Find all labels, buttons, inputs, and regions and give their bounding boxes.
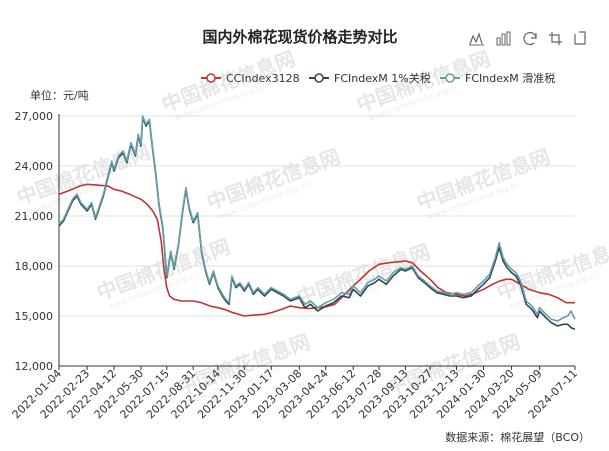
x-axis: 2022-01-042022-02-232022-04-122022-05-30… [10,365,580,421]
series-line-2 [58,115,576,322]
series-lines [58,115,576,331]
line-chart-icon[interactable] [469,32,484,46]
watermark-text: 中国棉花信息网 [204,144,344,214]
legend[interactable]: CCIndex3128 FCIndexM 1%关税 FCIndexM 滑准税 [201,71,555,85]
data-source: 数据来源：棉花展望（BCO） [445,430,590,444]
y-tick-label: 15,000 [15,310,54,323]
watermark-text: 中国棉花信息网 [414,144,554,214]
legend-item-fcindex-sliding[interactable]: FCIndexM 滑准税 [440,71,555,85]
restore-icon[interactable] [574,31,586,45]
unit-label: 单位：元/吨 [30,88,89,102]
y-tick-label: 21,000 [15,210,54,223]
y-axis: 12,000 15,000 18,000 21,000 24,000 27,000 [15,110,60,373]
legend-label-fcindex-sliding: FCIndexM 滑准税 [465,71,555,85]
series-line-0 [58,183,575,317]
y-tick-label: 24,000 [15,160,54,173]
legend-item-fcindex-1pct[interactable]: FCIndexM 1%关税 [309,71,431,85]
y-tick-label: 27,000 [15,110,54,123]
crop-icon[interactable] [549,32,562,45]
y-tick-label: 12,000 [15,360,54,373]
legend-label-fcindex-1pct: FCIndexM 1%关税 [334,71,431,85]
y-tick-label: 18,000 [15,260,54,273]
toolbox[interactable] [469,31,586,46]
watermark-text: 中国棉花信息网 [294,239,434,309]
chart-title: 国内外棉花现货价格走势对比 [202,28,397,46]
legend-item-ccindex[interactable]: CCIndex3128 [201,72,300,85]
grid-lines [59,115,575,367]
refresh-icon[interactable] [523,31,537,46]
bar-chart-icon[interactable] [496,31,511,46]
legend-label-ccindex: CCIndex3128 [226,72,300,85]
